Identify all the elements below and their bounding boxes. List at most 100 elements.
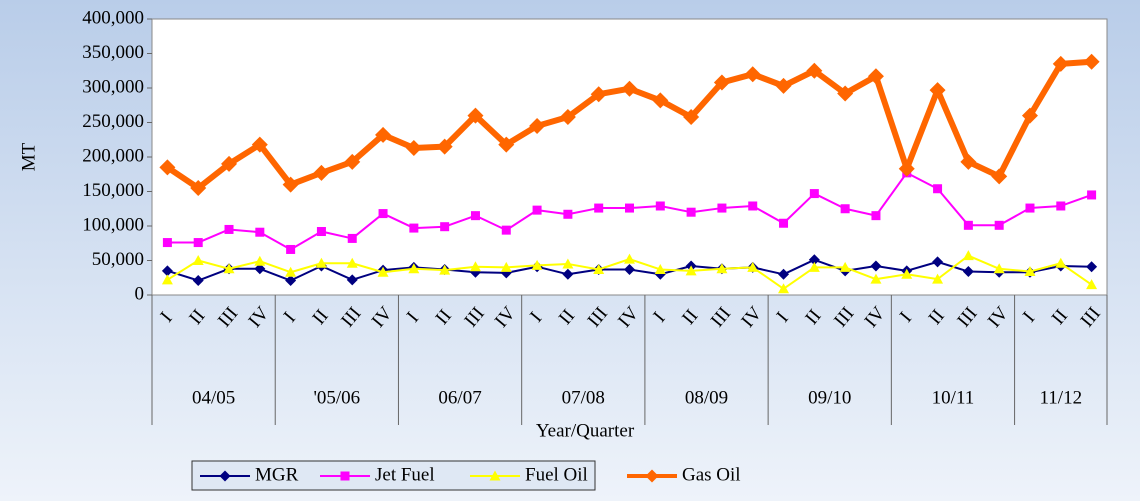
plot-area (151, 18, 1108, 296)
marker (347, 233, 357, 243)
group-label: 08/09 (685, 387, 728, 408)
y-tick-label: 400,000 (82, 7, 144, 28)
marker (1024, 266, 1036, 277)
marker (655, 201, 665, 211)
marker (251, 136, 268, 153)
marker (159, 159, 176, 176)
marker (193, 238, 203, 248)
marker (467, 107, 484, 124)
marker (255, 227, 265, 237)
marker (529, 117, 546, 134)
marker (1056, 201, 1066, 211)
marker (375, 126, 392, 143)
marker (840, 204, 850, 214)
marker (593, 263, 605, 274)
group-label: 09/10 (808, 387, 851, 408)
marker (806, 62, 823, 79)
marker (775, 77, 792, 94)
marker (161, 274, 173, 285)
marker (344, 153, 361, 170)
marker (713, 74, 730, 91)
marker (645, 469, 659, 483)
legend (191, 460, 596, 491)
marker (470, 211, 480, 221)
marker (254, 255, 266, 266)
y-tick-label: 200,000 (82, 145, 144, 166)
marker (871, 211, 881, 221)
marker (747, 261, 759, 272)
marker (440, 222, 450, 232)
legend-label: Jet Fuel (375, 464, 435, 485)
marker (809, 189, 819, 199)
legend-label: Fuel Oil (525, 464, 588, 485)
marker (192, 275, 204, 287)
marker (624, 253, 635, 264)
y-axis-label: MT (18, 142, 39, 171)
marker (192, 255, 204, 265)
marker (963, 220, 973, 230)
marker (685, 265, 697, 276)
marker (808, 261, 820, 272)
marker (286, 244, 296, 254)
marker (929, 82, 946, 99)
marker (436, 138, 453, 155)
marker (654, 263, 666, 274)
marker (254, 263, 266, 275)
marker (686, 207, 696, 217)
group-label: 04/05 (192, 387, 235, 408)
group-label: 07/08 (562, 387, 605, 408)
y-tick-label: 250,000 (82, 111, 144, 132)
x-axis-label: Year/Quarter (536, 420, 635, 441)
marker (932, 256, 944, 268)
legend-label: MGR (255, 464, 299, 485)
marker (489, 470, 501, 481)
marker (652, 92, 669, 109)
marker (1083, 53, 1100, 70)
marker (409, 223, 419, 233)
marker (405, 140, 422, 157)
marker (962, 250, 974, 261)
marker (962, 266, 974, 278)
marker (224, 224, 234, 234)
marker (870, 273, 882, 284)
marker (313, 164, 330, 181)
y-tick-label: 150,000 (82, 180, 144, 201)
marker (559, 108, 576, 125)
marker (346, 274, 358, 286)
marker (901, 268, 913, 279)
marker (624, 263, 635, 275)
group-label: 11/12 (1040, 387, 1083, 408)
marker (162, 238, 172, 248)
marker (625, 203, 634, 213)
marker (744, 66, 761, 83)
marker (870, 260, 882, 272)
marker (316, 227, 326, 237)
marker (994, 220, 1004, 230)
marker (190, 180, 207, 197)
marker (1055, 257, 1067, 268)
marker (563, 209, 573, 219)
marker (779, 218, 789, 228)
group-label: 10/11 (932, 387, 975, 408)
marker (282, 176, 299, 193)
marker (285, 266, 297, 277)
marker (991, 168, 1008, 185)
y-tick-label: 100,000 (82, 214, 144, 235)
group-label: 06/07 (438, 387, 481, 408)
marker (500, 261, 512, 272)
marker (808, 254, 820, 266)
marker (377, 266, 389, 277)
marker (932, 273, 944, 284)
marker (562, 268, 574, 280)
marker (898, 160, 915, 177)
marker (531, 259, 543, 270)
marker (716, 263, 728, 274)
marker (960, 153, 977, 170)
marker (1021, 107, 1038, 124)
marker (590, 86, 607, 103)
marker (219, 470, 231, 482)
marker (562, 258, 574, 269)
marker (933, 184, 943, 194)
marker (621, 80, 638, 97)
